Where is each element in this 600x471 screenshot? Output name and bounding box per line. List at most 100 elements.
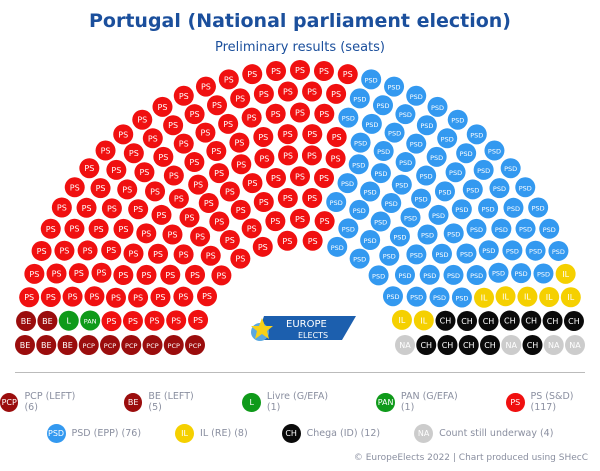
svg-text:PS: PS [148,134,158,143]
seat-pcp: PCP [185,335,205,355]
seat-ps: PS [105,287,126,308]
seat-ps: PS [277,81,298,102]
svg-text:IL: IL [399,316,406,325]
seat-ps: PS [195,122,216,143]
seat-ps: PS [163,115,184,136]
svg-text:PSD: PSD [438,188,451,196]
seat-ps: PS [136,223,157,244]
svg-text:PS: PS [247,224,257,233]
svg-text:PSD: PSD [493,185,506,193]
svg-text:PS: PS [189,158,199,167]
seat-ps: PS [184,152,205,173]
legend-swatch: PSD [46,424,66,443]
legend-row-1: PCP PCP (LEFT) (6) BE BE (LEFT) (5) L Livre (… [0,391,600,413]
svg-text:PS: PS [82,204,92,213]
seat-ch: CH [435,310,456,331]
seat-psd: PSD [503,197,524,218]
svg-text:PSD: PSD [372,272,385,280]
seat-ps: PS [152,96,173,117]
seat-ps: PS [76,197,97,218]
svg-text:PSD: PSD [410,294,423,302]
seat-ps: PS [302,124,323,145]
legend-label: Count still underway (4) [439,428,554,439]
svg-text:PSD: PSD [365,121,378,129]
svg-text:PS: PS [247,114,257,123]
svg-text:PS: PS [178,293,188,302]
legend-label: IL (RE) (8) [200,428,248,439]
svg-text:PSD: PSD [466,186,479,194]
seat-ps: PS [313,61,334,82]
svg-text:PSD: PSD [507,205,520,213]
svg-text:PS: PS [107,317,117,326]
seat-ps: PS [326,126,347,147]
svg-text:PS: PS [133,293,143,302]
svg-text:IL: IL [567,293,574,302]
svg-text:PS: PS [84,164,94,173]
svg-text:PS: PS [259,154,269,163]
svg-text:PS: PS [319,110,329,119]
svg-text:PS: PS [190,110,200,119]
seat-psd: PSD [451,287,472,308]
svg-text:PSD: PSD [399,111,412,119]
svg-text:PS: PS [258,243,268,252]
seat-ps: PS [148,243,169,264]
seat-ps: PS [166,310,187,331]
seat-psd: PSD [427,96,448,117]
svg-text:PS: PS [319,67,329,76]
svg-text:PS: PS [193,316,203,325]
svg-text:PCP: PCP [83,342,95,350]
svg-text:PS: PS [235,255,245,264]
seat-l: L [58,310,79,331]
seat-psd: PSD [370,163,391,184]
svg-text:BE: BE [41,341,52,350]
svg-text:PS: PS [37,247,47,256]
seat-ps: PS [198,193,219,214]
legend-item-na: NA Count still underway (4) [414,424,553,443]
seat-psd: PSD [491,218,512,239]
svg-text:PSD: PSD [383,253,396,261]
svg-text:PS: PS [295,172,305,181]
svg-text:PS: PS [89,292,99,301]
svg-text:PSD: PSD [455,206,468,214]
svg-text:BE: BE [62,341,73,350]
seat-na: NA [501,335,522,355]
seat-psd: PSD [426,146,447,167]
seat-ps: PS [290,102,310,123]
svg-text:PS: PS [94,225,104,234]
svg-text:PS: PS [106,246,116,255]
seat-ch: CH [478,311,499,332]
legend-label: BE (LEFT) (5) [148,391,194,413]
seat-ps: PS [64,218,85,239]
seat-il: IL [539,286,560,307]
svg-text:PS: PS [111,294,121,303]
svg-text:PS: PS [247,70,257,79]
seat-ps: PS [134,162,155,183]
legend-swatch: PAN [376,392,395,412]
svg-text:PSD: PSD [353,95,366,103]
logo-text-elects: ELECTS [298,331,328,340]
svg-text:PS: PS [307,194,317,203]
svg-text:PSD: PSD [470,272,483,280]
svg-text:PSD: PSD [430,154,443,162]
svg-text:PSD: PSD [435,251,448,259]
svg-text:PS: PS [282,237,292,246]
seat-ps: PS [173,286,194,307]
seat-ps: PS [207,95,228,116]
svg-text:PS: PS [150,317,160,326]
seat-ps: PS [253,192,274,213]
seat-ch: CH [542,310,563,331]
svg-text:PS: PS [83,246,93,255]
svg-text:PS: PS [70,183,80,192]
seat-psd: PSD [348,154,369,175]
svg-text:PSD: PSD [432,212,445,220]
seat-psd: PSD [502,240,523,261]
seat-psd: PSD [391,174,412,195]
svg-text:PS: PS [24,293,34,302]
seat-psd: PSD [360,230,381,251]
seat-ps: PS [211,265,232,286]
svg-text:CH: CH [525,317,537,326]
svg-text:PS: PS [141,229,151,238]
svg-text:PSD: PSD [451,117,464,125]
seat-ps: PS [128,199,149,220]
